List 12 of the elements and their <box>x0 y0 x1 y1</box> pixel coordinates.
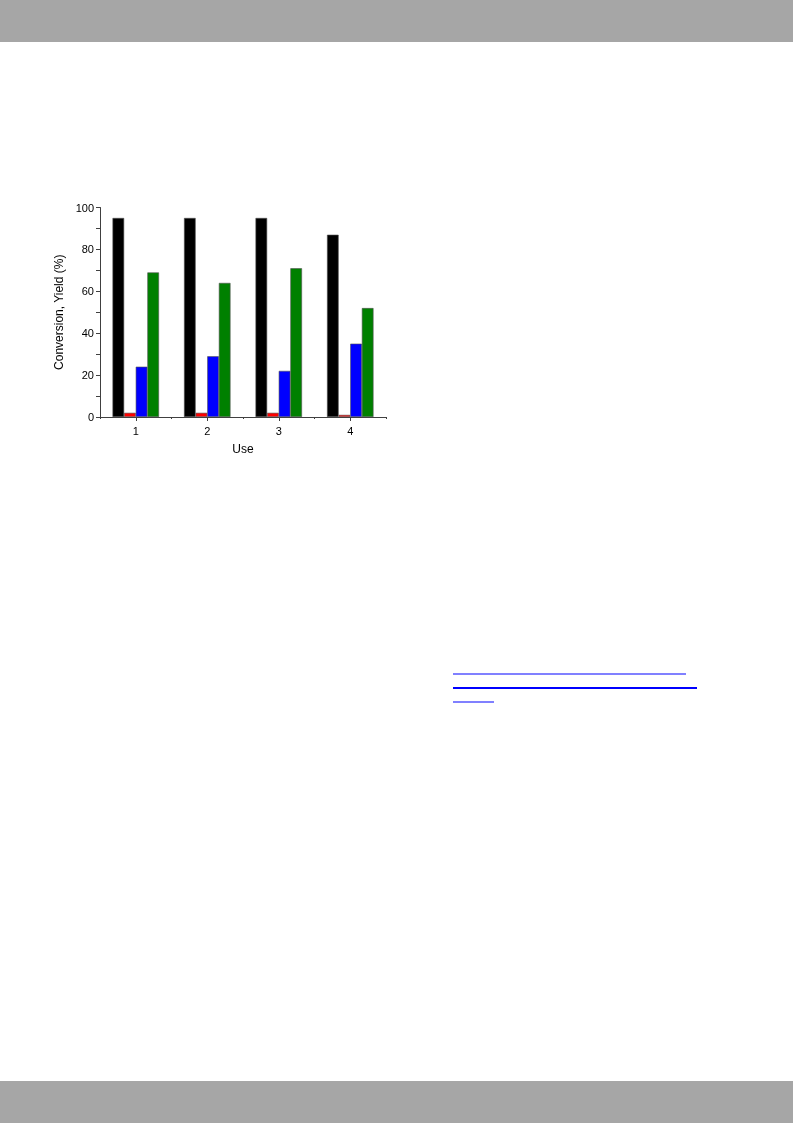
x-tick-label: 4 <box>347 424 354 437</box>
y-axis-title: Conversion, Yield (%) <box>51 254 66 370</box>
y-tick-label: 0 <box>87 411 94 423</box>
y-tick-label: 80 <box>81 243 94 256</box>
y-tick-label: 20 <box>81 369 94 382</box>
x-tick-label: 2 <box>204 424 211 437</box>
y-tick-label: 60 <box>81 285 94 298</box>
y-tick-label: 100 <box>75 201 94 214</box>
x-tick-label: 1 <box>132 424 139 437</box>
y-tick-label: 40 <box>81 327 94 340</box>
x-tick-label: 3 <box>275 424 282 437</box>
x-axis-title: Use <box>232 442 254 456</box>
